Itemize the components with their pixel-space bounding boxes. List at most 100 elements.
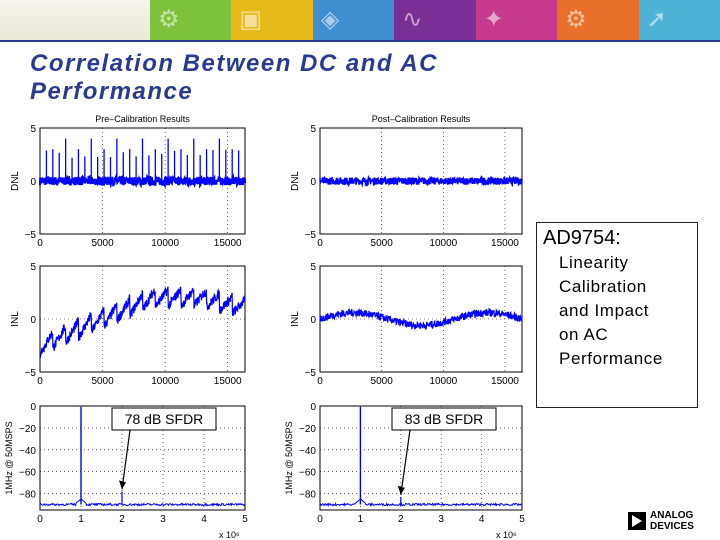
callout-line: and Impact — [559, 301, 650, 320]
x-tick-label: 0 — [317, 376, 323, 387]
plot-frame — [39, 265, 246, 373]
y-tick-label: 0 — [30, 315, 36, 326]
banner-tiles: ⚙ ▣ ◈ ∿ ✦ ⚙ ➚ — [150, 0, 720, 40]
gear-circuit-icon: ⚙ — [158, 5, 180, 33]
banner-tile: ➚ — [638, 0, 720, 40]
x-tick-label: 1 — [78, 514, 84, 525]
plot-title: Pre–Calibration Results — [95, 114, 190, 124]
spectrum-trace — [39, 498, 246, 507]
y-axis-label: INL — [290, 311, 301, 327]
microchip-icon: ▣ — [239, 5, 263, 33]
banner-tile: ∿ — [394, 0, 476, 40]
y-tick-label: 0 — [310, 177, 316, 188]
y-axis-label: 1MHz @ 50MSPS — [284, 421, 294, 494]
header-rule — [0, 40, 720, 42]
y-tick-label: −80 — [19, 490, 36, 501]
banner-tile: ⚙ — [557, 0, 639, 40]
x-tick-label: 5000 — [91, 376, 114, 387]
y-tick-label: −5 — [305, 230, 317, 241]
y-tick-label: 5 — [30, 124, 36, 135]
plot-title: Post–Calibration Results — [372, 114, 471, 124]
x-tick-label: 5 — [242, 514, 248, 525]
x-tick-label: 10000 — [429, 376, 457, 387]
y-tick-label: 0 — [310, 402, 316, 413]
slide-title: Correlation Between DC and AC Performanc… — [30, 50, 438, 105]
x-tick-label: 10000 — [151, 238, 179, 249]
sfdr-arrow — [121, 429, 131, 490]
sfdr-annotation-box — [111, 407, 217, 431]
logo-word: DEVICES — [650, 521, 694, 532]
banner-blank-area — [0, 0, 150, 40]
y-tick-label: −20 — [19, 424, 36, 435]
y-tick-label: 5 — [310, 124, 316, 135]
banner-tile: ⚙ — [150, 0, 232, 40]
y-tick-label: −5 — [25, 230, 37, 241]
y-axis-label: INL — [10, 311, 21, 327]
x-tick-label: 10000 — [429, 238, 457, 249]
mems-sensor-icon: ✦ — [483, 5, 504, 33]
y-tick-label: 5 — [30, 262, 36, 273]
x-tick-label: 0 — [37, 238, 43, 249]
x-tick-label: 0 — [317, 238, 323, 249]
y-tick-label: 0 — [310, 315, 316, 326]
x-tick-label: 10000 — [151, 376, 179, 387]
callout-box: AD9754: Linearity Calibration and Impact… — [536, 222, 698, 408]
sfdr-arrow — [400, 429, 411, 495]
y-tick-label: −40 — [299, 446, 316, 457]
dsp-chip-icon: ◈ — [320, 5, 340, 33]
callout-head: AD9754: — [543, 227, 621, 249]
x-tick-label: 2 — [119, 514, 125, 525]
inl-trace — [39, 286, 246, 359]
x-tick-label: 5000 — [91, 238, 114, 249]
y-tick-label: 0 — [30, 177, 36, 188]
sfdr-arrowhead — [397, 485, 405, 495]
x-tick-label: 15000 — [491, 376, 519, 387]
x-tick-label: 2 — [398, 514, 404, 525]
arrow-chip-icon: ➚ — [646, 5, 667, 33]
x-tick-label: 3 — [438, 514, 444, 525]
logo-word: ANALOG — [650, 510, 694, 521]
sfdr-arrowhead — [119, 480, 126, 490]
sfdr-annotation-box — [391, 407, 497, 431]
sfdr-annotation: 78 dB SFDR — [125, 411, 204, 427]
x-tick-label: 0 — [317, 514, 323, 525]
x-tick-label: 0 — [37, 376, 43, 387]
inl-trace — [319, 307, 523, 331]
x-tick-label: 3 — [160, 514, 166, 525]
y-tick-label: 5 — [310, 262, 316, 273]
spectrum-trace — [319, 498, 523, 508]
y-tick-label: −20 — [299, 424, 316, 435]
gear-icon: ⚙ — [565, 5, 587, 33]
x-tick-label: 4 — [201, 514, 207, 525]
x-tick-label: 4 — [479, 514, 485, 525]
y-tick-label: −40 — [19, 446, 36, 457]
y-tick-label: −60 — [19, 468, 36, 479]
x-tick-label: 5000 — [371, 376, 394, 387]
callout-list: Linearity Calibration and Impact on AC P… — [559, 251, 663, 371]
x-tick-label: 15000 — [214, 376, 242, 387]
y-tick-label: −5 — [25, 368, 37, 379]
dnl-trace — [319, 174, 523, 188]
x-scale-label: x 10⁶ — [496, 530, 517, 540]
y-axis-label: DNL — [10, 171, 21, 191]
x-scale-label: x 10⁶ — [219, 530, 240, 540]
y-tick-label: −60 — [299, 468, 316, 479]
x-tick-label: 15000 — [491, 238, 519, 249]
y-tick-label: −5 — [305, 368, 317, 379]
callout-line: Performance — [559, 349, 663, 368]
callout-line: Linearity — [559, 253, 629, 272]
x-tick-label: 15000 — [214, 238, 242, 249]
banner-tile: ✦ — [475, 0, 558, 40]
x-tick-label: 1 — [358, 514, 364, 525]
y-tick-label: 0 — [30, 402, 36, 413]
y-axis-label: DNL — [290, 171, 301, 191]
x-tick-label: 0 — [37, 514, 43, 525]
y-tick-label: −80 — [299, 490, 316, 501]
analog-devices-logo: ANALOG DEVICES — [628, 510, 708, 534]
signal-wave-icon: ∿ — [402, 5, 423, 33]
logo-triangle-icon — [628, 512, 646, 530]
x-tick-label: 5000 — [371, 238, 394, 249]
y-axis-label: 1MHz @ 50MSPS — [4, 421, 14, 494]
banner-tile: ◈ — [312, 0, 395, 40]
